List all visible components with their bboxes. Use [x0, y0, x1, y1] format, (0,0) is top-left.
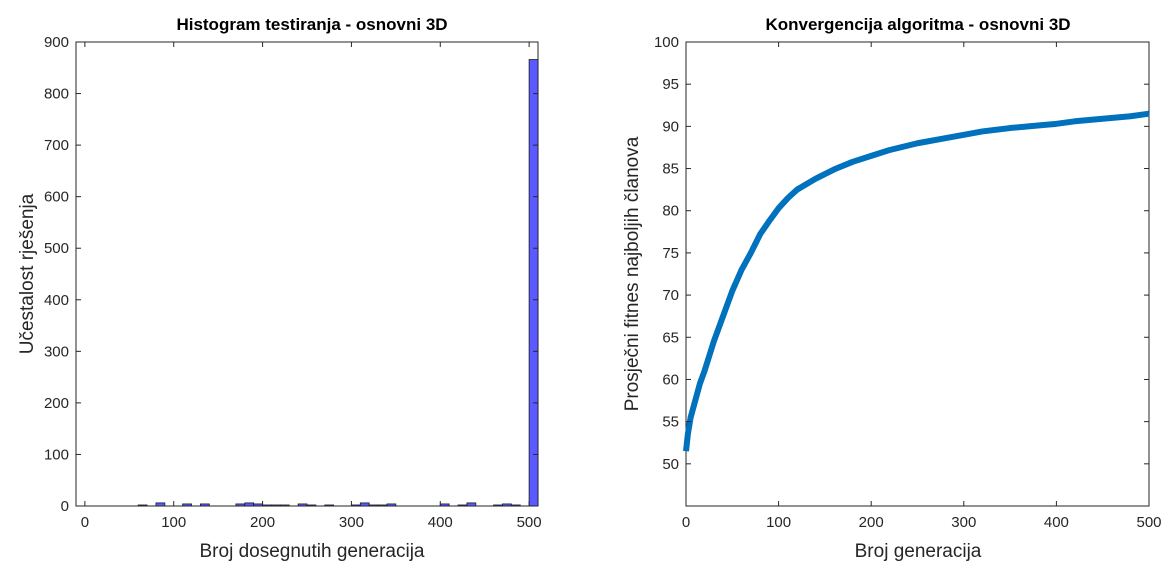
histogram-y-ticks: 0 100 200 300 400 500 600 700 800 900 [44, 34, 538, 515]
histogram-bar [271, 504, 281, 507]
histogram-bars [137, 59, 539, 507]
convergence-x-ticks: 0 100 200 300 400 500 [682, 42, 1162, 531]
histogram-bar [262, 504, 272, 507]
y-tick-label: 60 [662, 371, 679, 388]
histogram-bar [466, 502, 477, 507]
histogram-bar [137, 504, 148, 507]
y-tick-label: 75 [662, 245, 679, 262]
convergence-y-label: Prosječni fitnes najboljih članova [622, 136, 643, 411]
histogram-bar [457, 504, 468, 507]
x-tick-label: 100 [766, 514, 791, 531]
histogram-bar [297, 503, 308, 507]
y-tick-label: 95 [662, 76, 679, 93]
x-tick-label: 400 [1044, 514, 1069, 531]
histogram-bar [368, 504, 379, 507]
convergence-plot-area [685, 41, 1150, 507]
y-tick-label: 90 [662, 118, 679, 135]
y-tick-label: 700 [44, 137, 69, 154]
y-tick-label: 400 [44, 292, 69, 309]
histogram-bar [439, 503, 450, 507]
y-tick-label: 600 [44, 189, 69, 206]
x-tick-label: 400 [428, 514, 453, 531]
histogram-bar [199, 503, 210, 507]
histogram-bar [244, 502, 255, 507]
convergence-title: Konvergencija algoritma - osnovni 3D [765, 15, 1070, 34]
y-tick-label: 65 [662, 329, 679, 346]
histogram-x-ticks: 0 100 200 300 400 500 [81, 42, 542, 531]
histogram-bar [155, 502, 166, 507]
y-tick-label: 85 [662, 161, 679, 178]
convergence-chart: Konvergencija algoritma - osnovni 3D 0 10… [622, 15, 1162, 562]
x-tick-label: 500 [1136, 514, 1161, 531]
y-tick-label: 80 [662, 203, 679, 220]
x-tick-label: 300 [951, 514, 976, 531]
x-tick-label: 300 [339, 514, 364, 531]
convergence-x-label: Broj generacija [855, 541, 982, 562]
y-tick-label: 800 [44, 86, 69, 103]
histogram-bar [502, 503, 512, 507]
x-tick-label: 200 [859, 514, 884, 531]
histogram-title: Histogram testiranja - osnovni 3D [176, 15, 447, 34]
histogram-bar [306, 504, 317, 507]
histogram-bar [324, 504, 335, 507]
histogram-bar [493, 504, 503, 507]
y-tick-label: 70 [662, 287, 679, 304]
histogram-y-label: Učestalost rješenja [17, 193, 38, 354]
histogram-plot-area [75, 41, 539, 507]
y-tick-label: 300 [44, 343, 69, 360]
y-tick-label: 100 [654, 34, 679, 51]
y-tick-label: 55 [662, 414, 679, 431]
x-tick-label: 200 [250, 514, 275, 531]
x-tick-label: 500 [517, 514, 542, 531]
histogram-bar [386, 503, 397, 507]
histogram-bar [182, 503, 192, 507]
histogram-x-label: Broj dosegnutih generacija [200, 541, 425, 562]
histogram-bar [235, 503, 246, 507]
x-tick-label: 100 [161, 514, 186, 531]
histogram-bar [377, 504, 388, 507]
histogram-bar [359, 502, 370, 507]
histogram-bar [528, 59, 539, 507]
histogram-chart: Histogram testiranja - osnovni 3D 0 100 20… [17, 15, 542, 562]
y-tick-label: 200 [44, 395, 69, 412]
convergence-y-ticks: 50 55 60 65 70 75 80 85 90 95 100 [654, 34, 1149, 473]
histogram-bar [510, 504, 521, 507]
y-tick-label: 900 [44, 34, 69, 51]
histogram-bar [279, 504, 290, 507]
x-tick-label: 0 [81, 514, 89, 531]
y-tick-label: 500 [44, 240, 69, 257]
histogram-bar [253, 503, 263, 507]
x-tick-label: 0 [682, 514, 690, 531]
y-tick-label: 100 [44, 446, 69, 463]
y-tick-label: 50 [662, 456, 679, 473]
histogram-bar [351, 504, 361, 507]
y-tick-label: 0 [61, 498, 69, 515]
convergence-series-line [683, 110, 1150, 452]
